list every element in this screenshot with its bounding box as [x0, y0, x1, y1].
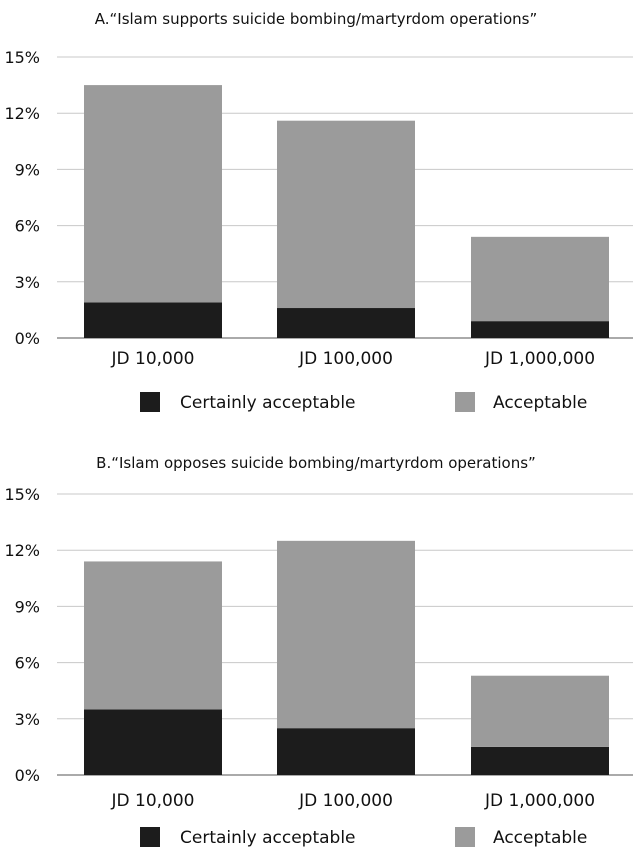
bar-acceptable: [471, 236, 609, 322]
legend-swatch-acceptable: [455, 392, 475, 412]
chart-title: A.“Islam supports suicide bombing/martyr…: [95, 10, 538, 28]
bar-acceptable: [277, 540, 415, 729]
bar-certainly-acceptable: [471, 746, 609, 775]
bar-certainly-acceptable: [84, 709, 222, 775]
legend-label-acceptable: Acceptable: [493, 828, 587, 848]
bar-certainly-acceptable: [277, 308, 415, 338]
bar-acceptable: [277, 120, 415, 309]
y-tick-label: 0%: [15, 766, 40, 785]
y-tick-label: 12%: [4, 104, 40, 123]
bar-acceptable: [471, 675, 609, 747]
x-category-label: JD 1,000,000: [484, 349, 595, 369]
x-category-label: JD 10,000: [111, 791, 195, 811]
y-tick-label: 15%: [4, 48, 40, 67]
bar-acceptable: [84, 561, 222, 710]
y-tick-label: 3%: [15, 710, 40, 729]
bar-certainly-acceptable: [471, 321, 609, 338]
y-tick-label: 12%: [4, 541, 40, 560]
legend-swatch-acceptable: [455, 827, 475, 847]
y-tick-label: 3%: [15, 273, 40, 292]
x-category-label: JD 1,000,000: [484, 791, 595, 811]
bar-certainly-acceptable: [84, 302, 222, 338]
chart-title: B.“Islam opposes suicide bombing/martyrd…: [96, 454, 536, 472]
y-tick-label: 9%: [15, 597, 40, 616]
bar-acceptable: [84, 85, 222, 303]
y-tick-label: 6%: [15, 654, 40, 673]
y-tick-label: 6%: [15, 217, 40, 236]
legend-label-acceptable: Acceptable: [493, 393, 587, 413]
y-tick-label: 15%: [4, 485, 40, 504]
legend-swatch-certainly-acceptable: [140, 392, 160, 412]
x-category-label: JD 100,000: [298, 791, 393, 811]
legend-label-certainly-acceptable: Certainly acceptable: [180, 828, 356, 848]
legend-swatch-certainly-acceptable: [140, 827, 160, 847]
legend-label-certainly-acceptable: Certainly acceptable: [180, 393, 356, 413]
bar-certainly-acceptable: [277, 728, 415, 775]
y-tick-label: 0%: [15, 329, 40, 348]
y-tick-label: 9%: [15, 160, 40, 179]
x-category-label: JD 100,000: [298, 349, 393, 369]
x-category-label: JD 10,000: [111, 349, 195, 369]
